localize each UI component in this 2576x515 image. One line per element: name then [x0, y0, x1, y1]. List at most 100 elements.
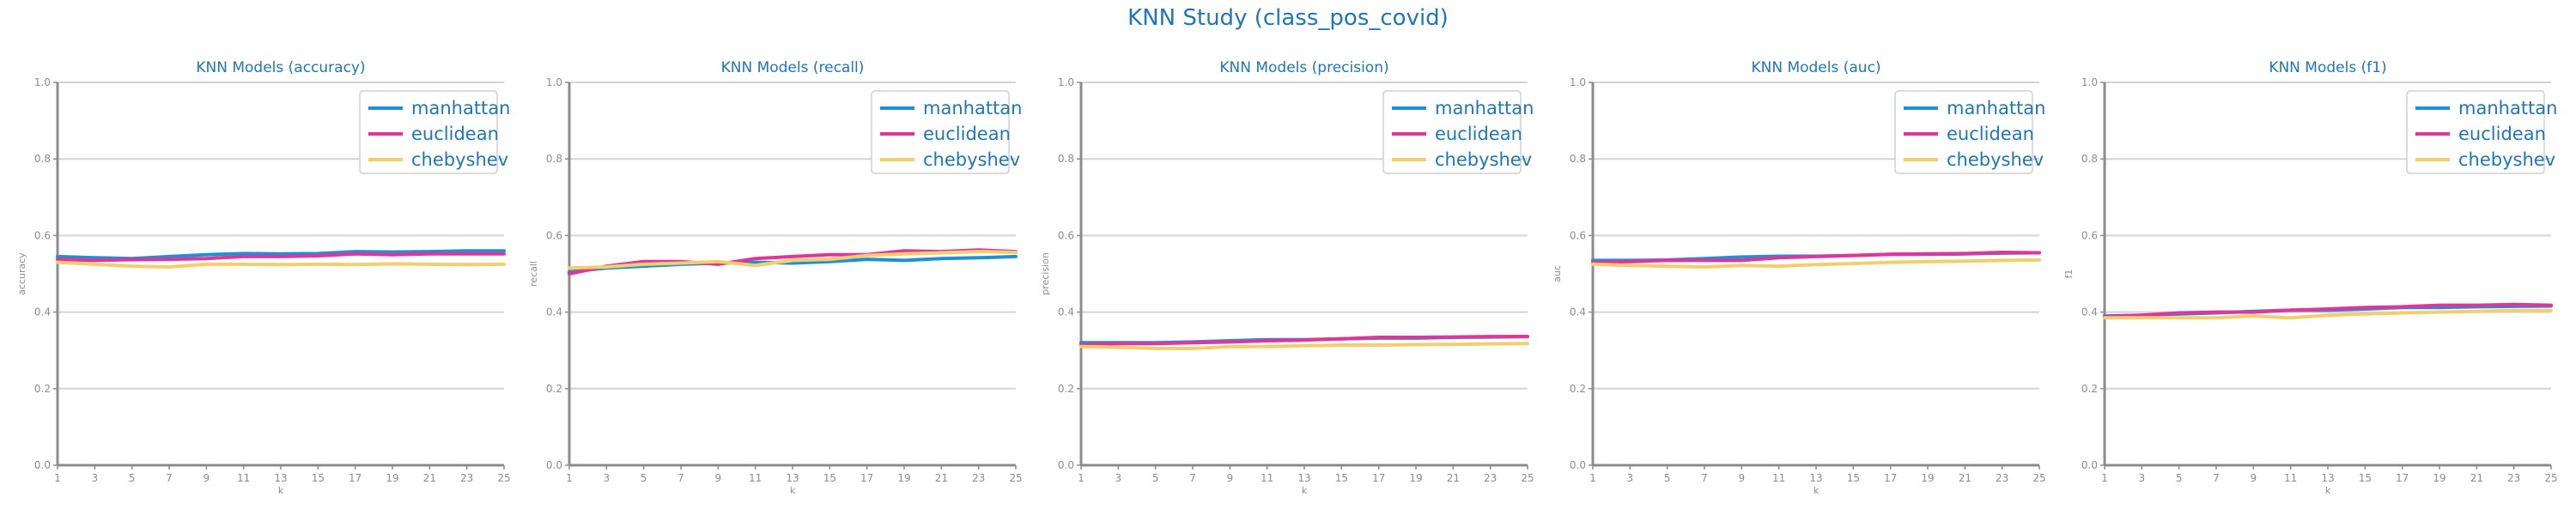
x-tick-label: 11: [749, 472, 762, 484]
y-tick-label: 1.0: [1058, 76, 1074, 88]
x-tick-label: 1: [2101, 472, 2108, 484]
x-tick-label: 25: [2032, 472, 2045, 484]
x-tick-label: 9: [1739, 472, 1746, 484]
y-tick-label: 0.6: [1058, 229, 1074, 241]
panel-title: KNN Models (f1): [2269, 59, 2386, 76]
legend-label-euclidean: euclidean: [923, 124, 1011, 144]
series-line-manhattan: [568, 254, 1018, 274]
x-axis-label: k: [2325, 485, 2331, 496]
x-tick-label: 5: [1152, 472, 1159, 484]
legend-label-chebyshev: chebyshev: [1435, 149, 1532, 170]
x-tick-label: 17: [1884, 472, 1897, 484]
x-tick-label: 5: [1664, 472, 1671, 484]
x-tick-label: 15: [2359, 472, 2372, 484]
x-tick-label: 25: [2544, 472, 2557, 484]
y-tick-label: 0.4: [1570, 306, 1586, 318]
x-tick-label: 23: [972, 472, 985, 484]
x-tick-label: 11: [1261, 472, 1273, 484]
x-tick-label: 21: [1447, 472, 1460, 484]
y-tick-label: 0.8: [1058, 153, 1074, 165]
x-tick-label: 3: [604, 472, 611, 484]
x-tick-label: 1: [1589, 472, 1596, 484]
legend-box: [359, 90, 498, 174]
x-tick-label: 3: [2139, 472, 2146, 484]
x-tick-label: 21: [1959, 472, 1971, 484]
y-tick-label: 1.0: [34, 76, 51, 88]
x-tick-label: 3: [1627, 472, 1634, 484]
x-tick-label: 7: [677, 472, 684, 484]
series-line-chebyshev: [1079, 342, 1529, 350]
y-tick-label: 0.0: [34, 459, 51, 471]
x-tick-label: 23: [1484, 472, 1497, 484]
panel-title: KNN Models (auc): [1751, 59, 1880, 76]
legend-label-chebyshev: chebyshev: [2458, 149, 2555, 170]
x-tick-label: 21: [423, 472, 436, 484]
x-tick-label: 7: [1189, 472, 1196, 484]
x-axis-label: k: [1814, 485, 1820, 496]
x-tick-label: 1: [1078, 472, 1084, 484]
y-tick-label: 0.2: [1570, 383, 1586, 395]
x-tick-label: 15: [1847, 472, 1860, 484]
x-tick-label: 25: [497, 472, 510, 484]
x-tick-label: 15: [1335, 472, 1348, 484]
panel-precision: 0.00.20.40.60.81.01 3 5 7 9 11 13 15 17 19 21 23 25k…: [1040, 59, 1534, 496]
legend-label-euclidean: euclidean: [1947, 124, 2034, 144]
x-tick-label: 13: [1809, 472, 1822, 484]
y-axis-label: recall: [528, 261, 539, 287]
y-tick-label: 1.0: [2081, 76, 2098, 88]
legend-box: [1382, 90, 1522, 174]
x-tick-label: 1: [566, 472, 573, 484]
y-tick-label: 0.6: [34, 229, 51, 241]
y-axis-label: auc: [1552, 265, 1563, 282]
legend-label-manhattan: manhattan: [1947, 98, 2045, 118]
legend-label-manhattan: manhattan: [923, 98, 1022, 118]
y-tick-label: 0.8: [546, 153, 562, 165]
series-line-chebyshev: [1591, 258, 2041, 269]
y-tick-label: 0.6: [546, 229, 562, 241]
legend-box: [2406, 90, 2545, 174]
panel-recall: 0.00.20.40.60.81.01 3 5 7 9 11 13 15 17 19 21 23 25k…: [528, 59, 1023, 496]
y-tick-label: 0.4: [34, 306, 51, 318]
y-tick-label: 0.8: [34, 153, 51, 165]
y-tick-label: 0.0: [546, 459, 562, 471]
x-tick-label: 3: [1115, 472, 1122, 484]
x-tick-label: 13: [274, 472, 287, 484]
y-tick-label: 0.2: [34, 383, 51, 395]
legend-label-euclidean: euclidean: [1435, 124, 1522, 144]
y-tick-label: 0.8: [2081, 153, 2098, 165]
series-line-euclidean: [1591, 251, 2041, 264]
panel-f1: 0.00.20.40.60.81.01 3 5 7 9 11 13 15 17 19 21 23 25k…: [2063, 59, 2558, 496]
x-tick-label: 7: [2213, 472, 2220, 484]
x-tick-label: 3: [92, 472, 99, 484]
series-line-euclidean: [1079, 335, 1529, 347]
series-line-euclidean: [2103, 302, 2553, 318]
x-tick-label: 15: [823, 472, 836, 484]
x-axis-label: k: [1302, 485, 1308, 496]
x-tick-label: 23: [1996, 472, 2008, 484]
x-tick-label: 19: [386, 472, 398, 484]
x-tick-label: 19: [897, 472, 910, 484]
x-tick-label: 17: [2396, 472, 2409, 484]
legend-label-euclidean: euclidean: [411, 124, 499, 144]
x-tick-label: 25: [1521, 472, 1534, 484]
y-tick-label: 0.2: [2081, 383, 2098, 395]
legend-box: [1894, 90, 2033, 174]
x-tick-label: 7: [1701, 472, 1708, 484]
y-tick-label: 0.6: [1570, 229, 1586, 241]
legend-label-chebyshev: chebyshev: [411, 149, 508, 170]
x-axis-label: k: [790, 485, 796, 496]
y-axis-label: f1: [2063, 270, 2075, 279]
legend-label-chebyshev: chebyshev: [923, 149, 1020, 170]
panel-title: KNN Models (precision): [1219, 59, 1388, 76]
legend-label-manhattan: manhattan: [2458, 98, 2557, 118]
x-axis-label: k: [278, 485, 284, 496]
y-tick-label: 0.0: [2081, 459, 2098, 471]
y-tick-label: 1.0: [546, 76, 562, 88]
x-tick-label: 5: [2176, 472, 2183, 484]
legend-label-manhattan: manhattan: [1435, 98, 1534, 118]
x-tick-label: 21: [2470, 472, 2483, 484]
x-tick-label: 11: [2284, 472, 2297, 484]
x-tick-label: 17: [349, 472, 361, 484]
